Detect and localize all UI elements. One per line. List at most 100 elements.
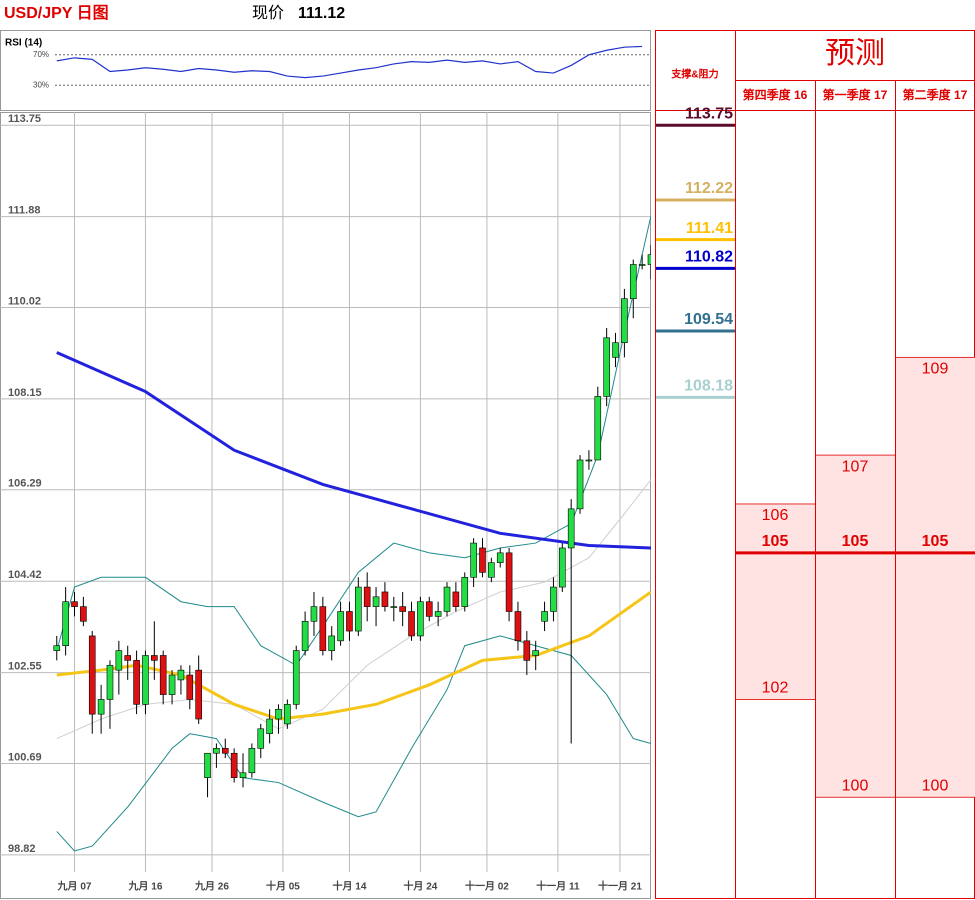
- candle-body: [275, 708, 282, 720]
- candle-body: [133, 660, 140, 705]
- forecast-mid-label: 105: [922, 533, 949, 550]
- candle-body: [80, 606, 87, 622]
- candle-body: [381, 591, 389, 607]
- candle-body: [230, 752, 238, 778]
- candle-body: [248, 748, 256, 774]
- forecast-column-label: 第四季度 16: [743, 87, 808, 102]
- x-tick-label: 十月 14: [332, 880, 366, 893]
- forecast-column-label: 第二季度 17: [903, 87, 968, 102]
- x-tick-label: 十一月 21: [598, 880, 642, 893]
- x-tick-label: 九月 26: [194, 880, 229, 893]
- candle-body: [372, 596, 380, 607]
- candle-body: [142, 655, 149, 705]
- y-tick-label: 113.75: [8, 113, 41, 125]
- rsi-level-label: 70%: [33, 50, 49, 59]
- candle-body: [159, 655, 167, 695]
- candle-body: [399, 606, 406, 612]
- forecast-low-label: 102: [762, 680, 789, 697]
- candle-body: [470, 542, 477, 578]
- candle-body: [452, 591, 460, 607]
- indicator-line: [56, 215, 651, 666]
- rsi-title: RSI (14): [5, 38, 42, 49]
- candle-body: [71, 601, 78, 607]
- candle-body: [514, 611, 522, 642]
- candle-body: [257, 728, 265, 749]
- sr-label: 111.41: [686, 220, 733, 237]
- candle-body: [266, 718, 273, 734]
- candle-body: [88, 635, 96, 715]
- candle-body: [488, 562, 495, 578]
- candle-body: [195, 669, 202, 720]
- forecast-mid-label: 105: [842, 533, 869, 550]
- candle-body: [53, 645, 61, 651]
- y-tick-label: 100.69: [8, 751, 42, 763]
- candle-body: [124, 655, 132, 661]
- candle-body: [186, 674, 194, 700]
- candle-body: [550, 586, 557, 612]
- y-tick-label: 98.82: [8, 843, 36, 855]
- x-tick-label: 十月 05: [266, 880, 300, 893]
- candle-body: [425, 601, 433, 617]
- candle-body: [310, 606, 318, 622]
- x-tick-label: 十一月 11: [536, 880, 580, 893]
- x-tick-label: 九月 07: [57, 880, 92, 893]
- indicator-line: [56, 479, 651, 740]
- price: 111.12: [298, 5, 345, 22]
- sr-title: 支撑&阻力: [670, 68, 718, 81]
- candle-body: [115, 650, 123, 671]
- candle-body: [505, 552, 513, 612]
- candle-body: [390, 606, 398, 608]
- rsi-level-label: 30%: [33, 80, 49, 89]
- candle-body: [204, 752, 211, 778]
- y-tick-label: 104.42: [8, 569, 42, 581]
- y-tick-label: 110.02: [8, 295, 41, 307]
- forecast-high-label: 107: [842, 458, 869, 475]
- forecast-range: [735, 503, 816, 700]
- forecast-mid-label: 105: [762, 533, 789, 550]
- candle-body: [541, 611, 548, 622]
- candle-body: [585, 459, 593, 462]
- x-tick-label: 九月 16: [128, 880, 163, 893]
- chart-title: USD/JPY 日图: [4, 4, 109, 22]
- forecast-title: 预测: [825, 37, 885, 70]
- candle-body: [337, 611, 344, 642]
- forecast-high-label: 109: [922, 361, 949, 378]
- plot-area: [0, 112, 651, 872]
- candle-body: [355, 586, 362, 632]
- forecast-low-label: 100: [922, 777, 949, 794]
- rsi-line: [56, 45, 643, 79]
- sr-label: 108.18: [684, 378, 733, 395]
- x-tick-label: 十月 24: [403, 880, 437, 893]
- candle-body: [496, 552, 504, 563]
- candle-body: [576, 459, 584, 510]
- candle-body: [213, 748, 220, 754]
- indicator-line: [56, 635, 651, 852]
- candle-body: [168, 674, 176, 695]
- candle-body: [328, 635, 336, 651]
- sr-label: 113.75: [685, 105, 733, 122]
- candle-body: [629, 264, 637, 300]
- sr-label: 110.82: [685, 249, 733, 266]
- candle-body: [603, 337, 610, 397]
- candle-body: [567, 508, 575, 549]
- candle-body: [363, 586, 371, 607]
- candle-body: [417, 601, 424, 637]
- forecast-table: 第四季度 16 106 105 102 第一季度 17 107 105 100 第二季度 17 1…: [735, 30, 975, 899]
- price-label: 现价: [252, 5, 284, 22]
- candle-body: [434, 611, 442, 617]
- candle-body: [284, 704, 291, 725]
- candle-body: [177, 669, 185, 681]
- y-tick-label: 111.88: [8, 204, 40, 216]
- candle-body: [621, 298, 628, 343]
- candle-body: [647, 254, 651, 265]
- forecast-low-label: 100: [842, 777, 869, 794]
- candle-body: [97, 699, 105, 715]
- forecast-high-label: 106: [762, 507, 789, 524]
- candle-body: [301, 620, 309, 651]
- plot-frame: [0, 112, 651, 899]
- candle-body: [594, 396, 602, 461]
- forecast-range: [895, 356, 975, 798]
- candle-body: [443, 586, 451, 612]
